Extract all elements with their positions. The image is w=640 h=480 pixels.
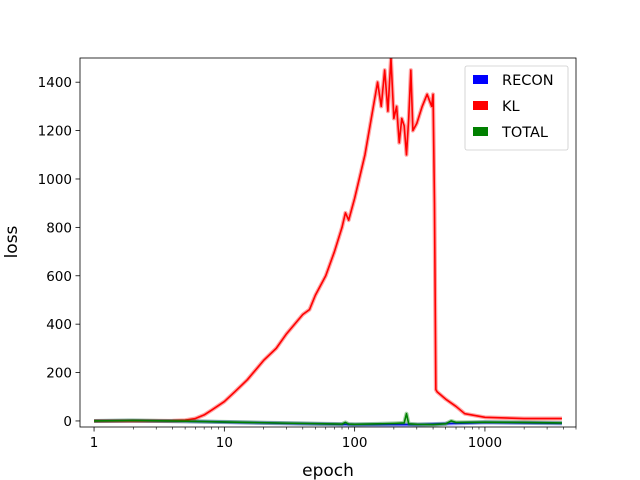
y-axis: 0 200 400 600 800 1000 1200 1400 xyxy=(38,75,80,430)
legend-box xyxy=(464,65,569,151)
series-total-line xyxy=(94,412,562,426)
x-tick-label: 1000 xyxy=(468,435,502,451)
x-tick-label: 1 xyxy=(90,435,99,451)
legend: RECON KL TOTAL xyxy=(464,65,569,151)
legend-label-total: TOTAL xyxy=(501,125,548,141)
y-axis-label: loss xyxy=(2,225,22,258)
legend-swatch-recon xyxy=(473,75,488,84)
series-kl-line xyxy=(94,58,562,422)
y-tick-label: 600 xyxy=(46,269,72,285)
x-axis: 1 10 100 1000 xyxy=(90,427,577,451)
x-tick-label: 100 xyxy=(342,435,368,451)
y-tick-label: 1000 xyxy=(38,172,72,188)
legend-label-kl: KL xyxy=(502,99,520,115)
y-tick-label: 0 xyxy=(63,414,72,430)
legend-swatch-kl xyxy=(473,101,488,110)
series-layer xyxy=(94,58,562,427)
legend-label-recon: RECON xyxy=(502,73,554,89)
x-axis-label: epoch xyxy=(302,461,354,480)
legend-swatch-total xyxy=(473,127,488,136)
y-tick-label: 400 xyxy=(46,317,72,333)
y-tick-label: 1200 xyxy=(38,124,72,140)
y-tick-label: 200 xyxy=(46,366,72,382)
x-tick-label: 10 xyxy=(216,435,233,451)
y-tick-label: 1400 xyxy=(38,75,72,91)
y-tick-label: 800 xyxy=(46,220,72,236)
plot-frame xyxy=(79,57,577,428)
